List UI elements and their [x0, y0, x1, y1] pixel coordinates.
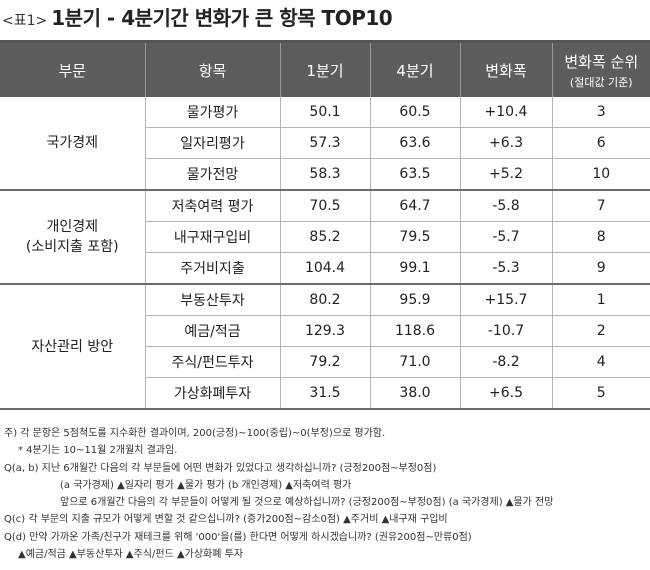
note-line: (a 국가경제) ▲일자리 평가 ▲물가 평가 (b 개인경제) ▲저축여력 평…: [60, 479, 352, 491]
table-row: 물가전망 58.3 63.5 +5.2 10: [0, 158, 650, 191]
cell-item: 예금/적금: [144, 315, 280, 347]
table-title: <표1> 1분기 - 4분기간 변화가 큰 항목 TOP10: [2, 2, 393, 30]
cell-change: -8.2: [459, 346, 552, 378]
top10-table: 부문 항목 1분기 4분기 변화폭 변화폭 순위 (절대값 기준) 국가경제 물…: [0, 43, 650, 410]
cell-rank: 3: [551, 97, 650, 128]
header-rank-sub: (절대값 기준): [569, 75, 633, 89]
header-q4: 4분기: [370, 43, 461, 97]
cell-q1: 70.5: [279, 190, 370, 222]
cell-item: 물가평가: [144, 97, 280, 128]
cell-change: +15.7: [459, 284, 552, 316]
header-item: 항목: [145, 43, 281, 97]
cell-q4: 63.5: [369, 158, 460, 191]
cell-change: +5.2: [459, 158, 552, 191]
cell-item: 물가전망: [144, 158, 280, 191]
table-row: 자산관리 방안 부동산투자 80.2 95.9 +15.7 1: [0, 284, 650, 410]
cell-change: +6.3: [459, 127, 552, 159]
table-row: 일자리평가 57.3 63.6 +6.3 6: [0, 127, 650, 159]
cell-q4: 38.0: [369, 377, 460, 410]
cell-q1: 31.5: [279, 377, 370, 410]
header-rank: 변화폭 순위 (절대값 기준): [552, 43, 650, 97]
cell-q4: 79.5: [369, 221, 460, 253]
table-row: 주거비지출 104.4 99.1 -5.3 9: [0, 252, 650, 285]
table-row: 내구재구입비 85.2 79.5 -5.7 8: [0, 221, 650, 253]
cell-rank: 1: [551, 284, 650, 316]
table-row: 개인경제 (소비지출 포함) 저축여력 평가 70.5 64.7 -5.8 7: [0, 190, 650, 285]
header-row: 부문 항목 1분기 4분기 변화폭 변화폭 순위 (절대값 기준): [0, 43, 650, 97]
cell-item: 주거비지출: [144, 252, 280, 285]
header-q1: 1분기: [280, 43, 371, 97]
cell-item: 일자리평가: [144, 127, 280, 159]
title-text: 1분기 - 4분기간 변화가 큰 항목 TOP10: [51, 6, 393, 30]
cell-q1: 80.2: [279, 284, 370, 316]
cell-item: 부동산투자: [144, 284, 280, 316]
cell-item: 내구재구입비: [144, 221, 280, 253]
cell-q1: 104.4: [279, 252, 370, 285]
cell-item: 가상화폐투자: [144, 377, 280, 410]
cell-change: -5.3: [459, 252, 552, 285]
note-line: 앞으로 6개월간 다음의 각 부문들이 어떻게 될 것으로 예상하십니까? (긍…: [60, 497, 554, 509]
group-personal-economy: 개인경제 (소비지출 포함): [0, 190, 145, 285]
cell-q4: 95.9: [369, 284, 460, 316]
title-rule: [0, 40, 650, 43]
cell-rank: 6: [551, 127, 650, 159]
cell-q1: 57.3: [279, 127, 370, 159]
cell-rank: 9: [551, 252, 650, 285]
note-line: Q(a, b) 지난 6개월간 다음의 각 부문들에 어떤 변화가 있었다고 생…: [4, 462, 437, 474]
cell-change: -5.7: [459, 221, 552, 253]
table-tag: <표1>: [2, 13, 48, 29]
cell-rank: 5: [551, 377, 650, 410]
cell-change: +10.4: [459, 97, 552, 128]
cell-item: 저축여력 평가: [144, 190, 280, 222]
header-change: 변화폭: [460, 43, 553, 97]
table-row: 주식/펀드투자 79.2 71.0 -8.2 4: [0, 346, 650, 378]
cell-change: -10.7: [459, 315, 552, 347]
note-line: * 4분기는 10~11월 2개월치 결과임.: [18, 445, 178, 457]
note-line: ▲예금/적금 ▲부동산투자 ▲주식/펀드 ▲가상화폐 투자: [18, 549, 244, 561]
cell-q4: 118.6: [369, 315, 460, 347]
note-line: 주) 각 문항은 5점척도를 지수화한 결과이며, 200(긍정)~100(중립…: [4, 428, 386, 439]
cell-q1: 79.2: [279, 346, 370, 378]
group-name: 개인경제: [46, 219, 99, 235]
cell-rank: 10: [551, 158, 650, 191]
cell-item: 주식/펀드투자: [144, 346, 280, 378]
note-line: Q(d) 만약 가까운 가족/친구가 재테크를 위해 '000'을(를) 한다면…: [4, 531, 472, 543]
cell-q4: 99.1: [369, 252, 460, 285]
cell-q4: 64.7: [369, 190, 460, 222]
group-national-economy: 국가경제: [0, 97, 145, 191]
table-row: 국가경제 물가평가 50.1 60.5 +10.4 3: [0, 97, 650, 191]
table-row: 가상화폐투자 31.5 38.0 +6.5 5: [0, 377, 650, 410]
cell-q4: 63.6: [369, 127, 460, 159]
cell-rank: 2: [551, 315, 650, 347]
cell-q1: 50.1: [279, 97, 370, 128]
footnotes: 주) 각 문항은 5점척도를 지수화한 결과이며, 200(긍정)~100(중립…: [4, 425, 646, 563]
cell-q4: 71.0: [369, 346, 460, 378]
table-row: 예금/적금 129.3 118.6 -10.7 2: [0, 315, 650, 347]
cell-q1: 58.3: [279, 158, 370, 191]
cell-rank: 4: [551, 346, 650, 378]
group-asset-management: 자산관리 방안: [0, 284, 145, 410]
cell-q1: 129.3: [279, 315, 370, 347]
group-name-sub: (소비지출 포함): [25, 239, 119, 255]
note-line: Q(c) 각 부문의 지출 규모가 어떻게 변할 것 같으십니까? (증가200…: [4, 514, 448, 526]
cell-change: -5.8: [459, 190, 552, 222]
cell-rank: 8: [551, 221, 650, 253]
header-category: 부문: [0, 43, 146, 97]
cell-rank: 7: [551, 190, 650, 222]
cell-change: +6.5: [459, 377, 552, 410]
cell-q4: 60.5: [369, 97, 460, 128]
cell-q1: 85.2: [279, 221, 370, 253]
header-rank-label: 변화폭 순위: [564, 52, 639, 71]
